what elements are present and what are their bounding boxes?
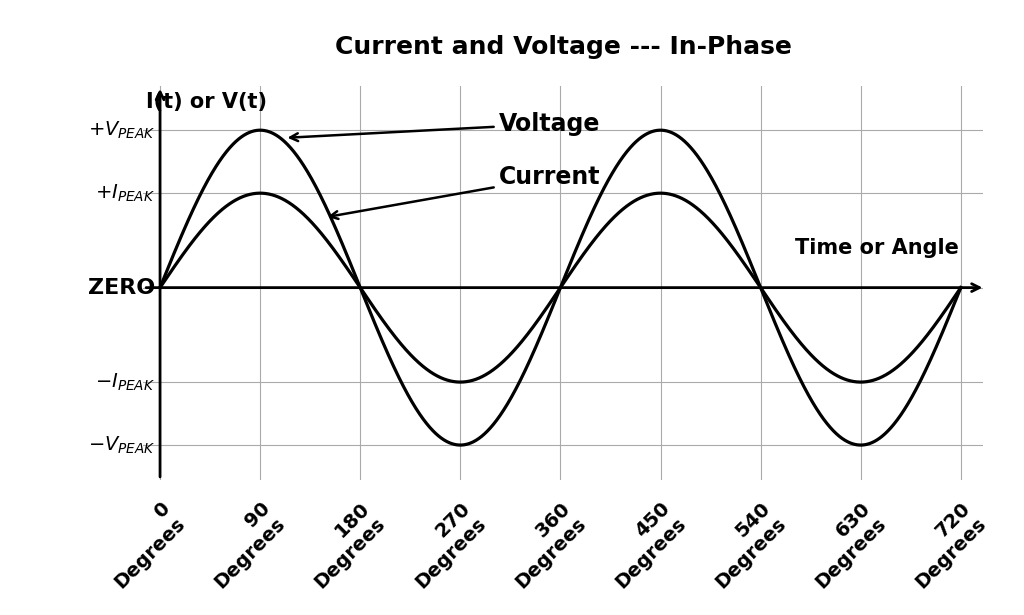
Text: 540
Degrees: 540 Degrees <box>696 499 790 592</box>
Text: 720
Degrees: 720 Degrees <box>896 499 990 592</box>
Text: 0
Degrees: 0 Degrees <box>95 499 189 592</box>
Text: Current: Current <box>330 165 601 219</box>
Text: Current and Voltage --- In-Phase: Current and Voltage --- In-Phase <box>335 34 792 58</box>
Text: 450
Degrees: 450 Degrees <box>596 499 689 592</box>
Text: $-I_{PEAK}$: $-I_{PEAK}$ <box>95 371 156 393</box>
Text: 90
Degrees: 90 Degrees <box>196 499 289 592</box>
Text: $+I_{PEAK}$: $+I_{PEAK}$ <box>95 183 156 204</box>
Text: ZERO: ZERO <box>88 277 156 298</box>
Text: 360
Degrees: 360 Degrees <box>496 499 590 592</box>
Text: 630
Degrees: 630 Degrees <box>797 499 890 592</box>
Text: 270
Degrees: 270 Degrees <box>396 499 489 592</box>
Text: Voltage: Voltage <box>290 112 601 141</box>
Text: I(t) or V(t): I(t) or V(t) <box>145 92 266 113</box>
Text: 180
Degrees: 180 Degrees <box>296 499 389 592</box>
Text: Time or Angle: Time or Angle <box>795 238 958 258</box>
Text: $-V_{PEAK}$: $-V_{PEAK}$ <box>88 434 156 456</box>
Text: $+V_{PEAK}$: $+V_{PEAK}$ <box>88 119 156 141</box>
